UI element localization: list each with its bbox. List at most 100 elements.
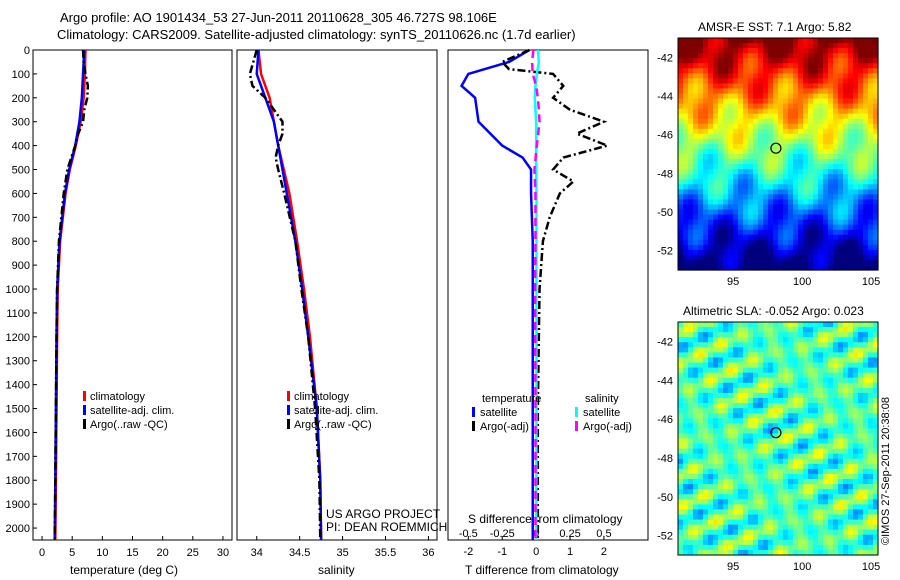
map-cell: [823, 264, 829, 271]
map-cell: [793, 342, 799, 348]
map-cell: [688, 327, 694, 333]
map-cell: [688, 408, 694, 414]
map-cell: [818, 133, 824, 140]
map-cell: [718, 143, 724, 150]
map-cell: [813, 214, 819, 221]
map-cell: [873, 83, 879, 90]
map-cell: [863, 164, 869, 170]
map-cell: [863, 184, 869, 190]
series-line-climatology: [54, 49, 87, 541]
map-cell: [788, 159, 794, 165]
map-cell: [708, 169, 714, 175]
map-cell: [788, 249, 794, 256]
map-cell: [823, 418, 829, 424]
map-cell: [863, 433, 869, 440]
map-cell: [698, 423, 704, 429]
map-cell: [863, 504, 869, 511]
map-cell: [833, 259, 839, 266]
map-cell: [833, 159, 839, 165]
map-cell: [853, 382, 859, 389]
map-cell: [823, 148, 829, 155]
map-cell: [723, 128, 729, 135]
map-cell: [858, 372, 864, 379]
map-cell: [683, 529, 689, 536]
map-cell: [788, 169, 794, 175]
map-cell: [758, 159, 764, 165]
map-cell: [678, 123, 684, 130]
map-cell: [798, 524, 804, 531]
map-cell: [793, 352, 799, 359]
map-cell: [763, 194, 769, 200]
map-cell: [773, 78, 779, 84]
map-cell: [708, 209, 714, 216]
map-cell: [718, 504, 724, 511]
map-cell: [833, 403, 839, 409]
map-cell: [788, 489, 794, 495]
map-cell: [688, 342, 694, 348]
map-cell: [703, 38, 709, 44]
map-cell: [848, 239, 854, 246]
map-cell: [813, 199, 819, 206]
map-cell: [853, 214, 859, 221]
map-cell: [863, 199, 869, 206]
map-cell: [773, 499, 779, 505]
map-cell: [798, 484, 804, 490]
map-cell: [728, 453, 734, 460]
map-cell: [693, 239, 699, 246]
map-cell: [768, 123, 774, 130]
map-cell: [818, 179, 824, 185]
map-cell: [858, 397, 864, 404]
map-cell: [718, 347, 724, 353]
map-cell: [693, 88, 699, 95]
map-cell: [793, 397, 799, 404]
map-cell: [838, 224, 844, 231]
map-cell: [853, 443, 859, 450]
map-cell: [703, 83, 709, 90]
map-cell: [753, 387, 759, 394]
map-cell: [788, 428, 794, 435]
map-cell: [798, 438, 804, 445]
map-cell: [703, 322, 709, 328]
map-cell: [838, 219, 844, 226]
map-cell: [733, 48, 739, 54]
map-cell: [848, 98, 854, 105]
map-cell: [833, 138, 839, 145]
map-cell: [773, 224, 779, 231]
map-cell: [693, 53, 699, 59]
map-cell: [793, 428, 799, 435]
map-cell: [683, 68, 689, 74]
map-cell: [708, 479, 714, 485]
map-cell: [753, 433, 759, 440]
map-cell: [743, 347, 749, 353]
map-cell: [708, 148, 714, 155]
map-cell: [688, 133, 694, 140]
map-cell: [818, 504, 824, 511]
map-cell: [753, 204, 759, 211]
map-cell: [793, 514, 799, 521]
map-cell: [768, 337, 774, 343]
map-cell: [873, 524, 879, 531]
map-cell: [693, 479, 699, 485]
map-cell: [778, 377, 784, 384]
map-cell: [758, 154, 764, 160]
map-cell: [728, 118, 734, 125]
map-cell: [758, 519, 764, 526]
map-cell: [738, 123, 744, 130]
map-cell: [793, 549, 799, 556]
map-cell: [833, 194, 839, 200]
map-cell: [803, 239, 809, 246]
map-cell: [748, 377, 754, 384]
map-cell: [773, 103, 779, 110]
map-cell: [868, 377, 874, 384]
map-cell: [758, 204, 764, 211]
map-cell: [808, 53, 814, 59]
map-cell: [753, 514, 759, 521]
map-cell: [853, 458, 859, 465]
map-cell: [848, 337, 854, 343]
map-cell: [768, 332, 774, 338]
map-cell: [798, 534, 804, 541]
map-cell: [733, 362, 739, 369]
map-cell: [733, 138, 739, 145]
map-cell: [738, 244, 744, 251]
map-cell: [703, 357, 709, 364]
